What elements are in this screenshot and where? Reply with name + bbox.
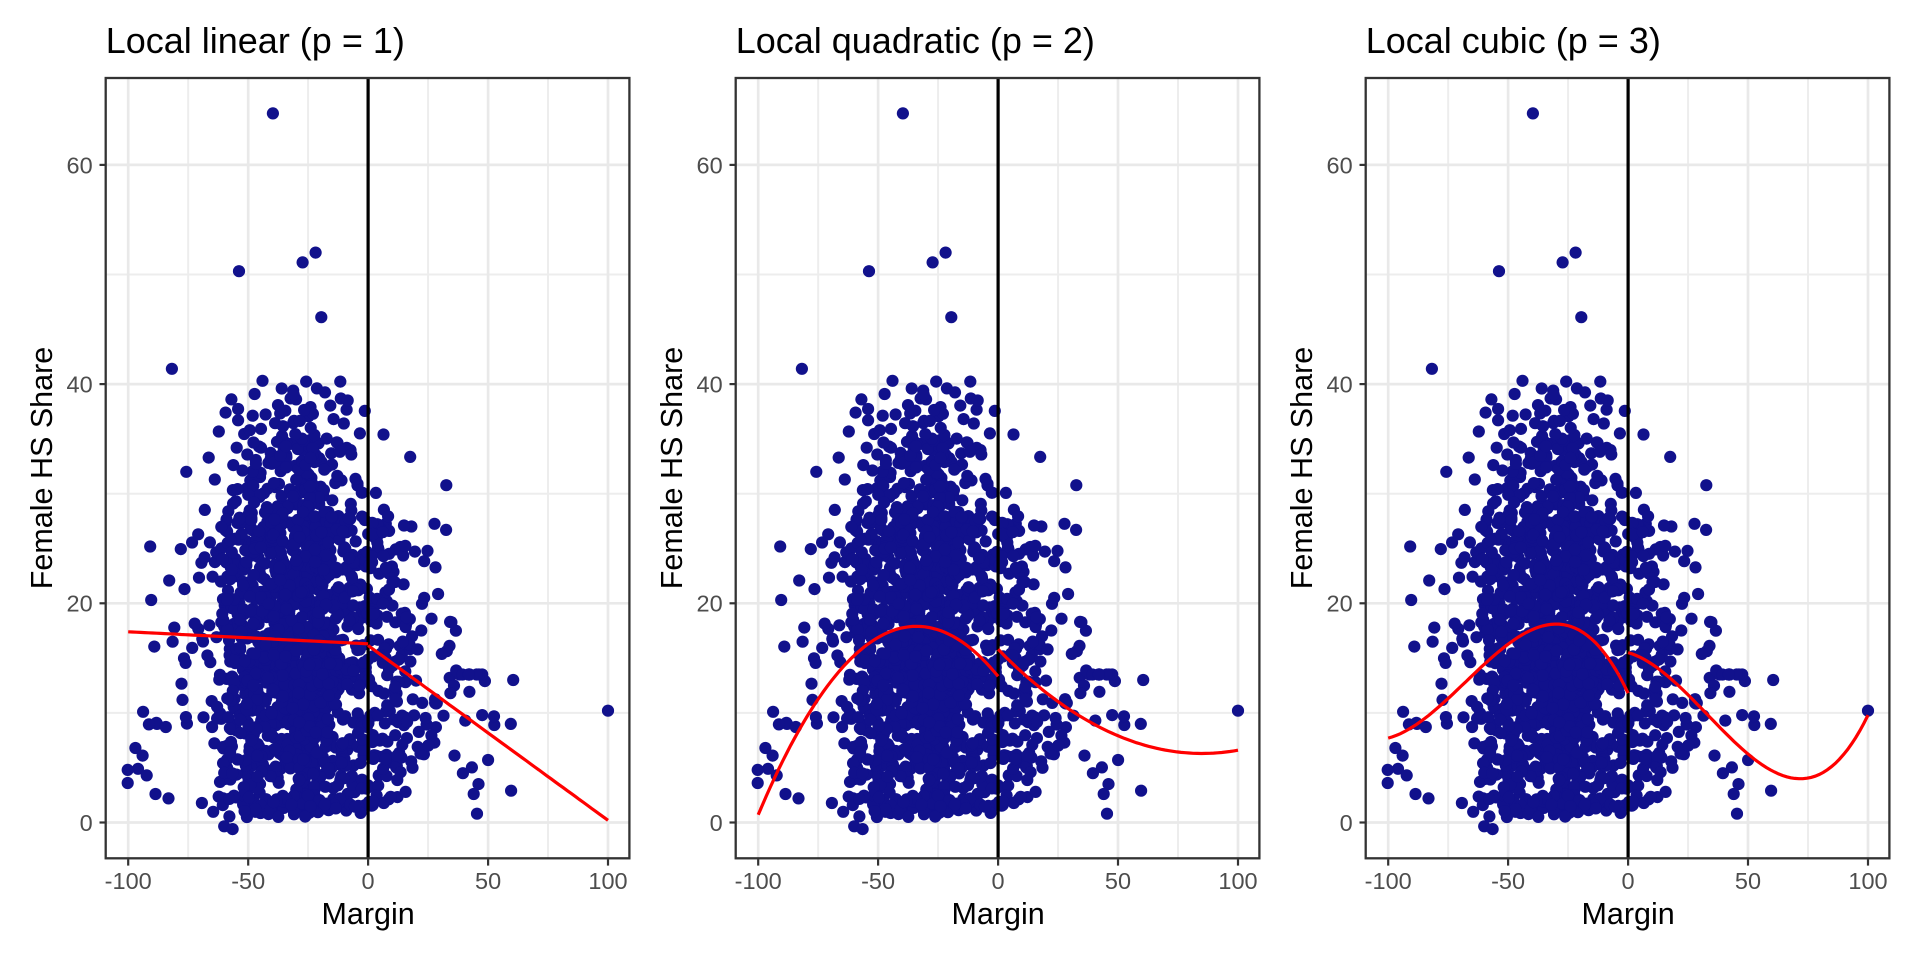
svg-text:0: 0 [80,810,93,836]
svg-text:-50: -50 [1491,868,1525,894]
svg-text:40: 40 [67,372,93,398]
svg-text:0: 0 [1622,868,1635,894]
svg-text:100: 100 [588,868,627,894]
svg-text:-100: -100 [105,868,152,894]
svg-text:0: 0 [1340,810,1353,836]
svg-text:Margin: Margin [951,897,1044,931]
svg-text:Local quadratic (p = 2): Local quadratic (p = 2) [736,20,1095,61]
svg-text:Margin: Margin [1581,897,1674,931]
svg-text:0: 0 [362,868,375,894]
svg-text:Female HS Share: Female HS Share [655,347,689,589]
svg-text:Female HS Share: Female HS Share [1285,347,1319,589]
svg-text:60: 60 [67,152,93,178]
svg-text:0: 0 [992,868,1005,894]
svg-text:100: 100 [1848,868,1887,894]
svg-text:50: 50 [1735,868,1761,894]
svg-text:40: 40 [697,372,723,398]
svg-text:20: 20 [1327,591,1353,617]
svg-text:Margin: Margin [321,897,414,931]
svg-text:0: 0 [710,810,723,836]
svg-text:Local cubic (p = 3): Local cubic (p = 3) [1366,20,1661,61]
svg-text:100: 100 [1218,868,1257,894]
svg-text:20: 20 [67,591,93,617]
svg-text:60: 60 [1327,152,1353,178]
svg-text:50: 50 [1105,868,1131,894]
svg-text:-100: -100 [1365,868,1412,894]
svg-text:-50: -50 [861,868,895,894]
svg-text:50: 50 [475,868,501,894]
svg-text:60: 60 [697,152,723,178]
svg-text:Female HS Share: Female HS Share [25,347,59,589]
svg-text:-50: -50 [231,868,265,894]
svg-text:-100: -100 [735,868,782,894]
svg-text:Local linear (p = 1): Local linear (p = 1) [106,20,405,61]
svg-text:40: 40 [1327,372,1353,398]
svg-text:20: 20 [697,591,723,617]
